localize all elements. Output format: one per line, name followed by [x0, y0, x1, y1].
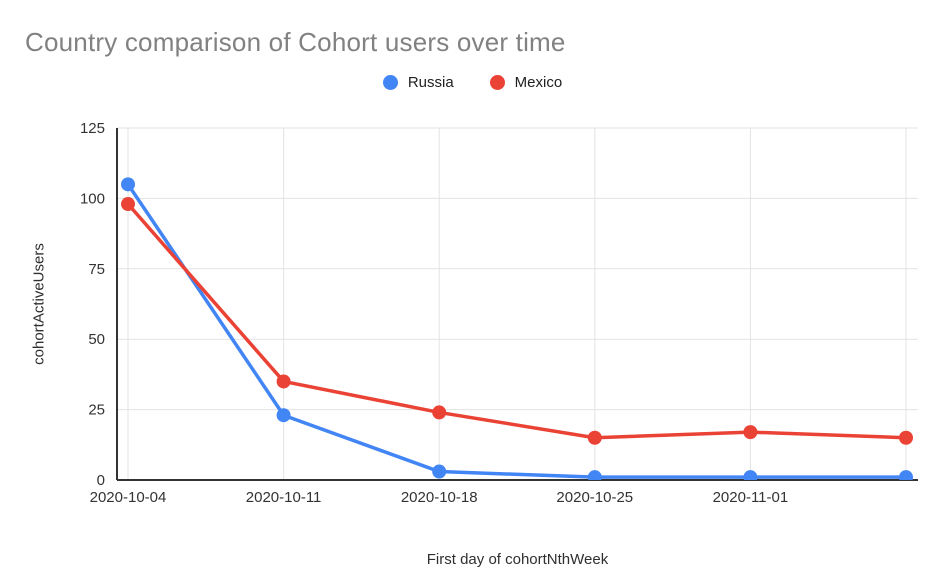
- y-tick-label: 25: [88, 402, 105, 419]
- x-tick-label: 2020-10-18: [401, 489, 478, 506]
- data-point-russia[interactable]: [276, 408, 291, 423]
- series-russia[interactable]: [121, 177, 913, 484]
- legend-label-russia: Russia: [407, 74, 454, 91]
- y-tick-label: 0: [97, 472, 105, 489]
- data-point-mexico[interactable]: [899, 430, 913, 445]
- x-tick-label: 2020-10-25: [556, 489, 633, 506]
- series-line-mexico[interactable]: [126, 202, 908, 440]
- y-tick-label: 100: [80, 190, 105, 207]
- data-point-mexico[interactable]: [743, 425, 758, 440]
- data-point-russia[interactable]: [587, 470, 602, 484]
- y-tick-label: 125: [80, 120, 105, 137]
- data-point-mexico[interactable]: [432, 405, 447, 420]
- data-point-russia[interactable]: [121, 177, 135, 192]
- legend-swatch-mexico-icon: [489, 75, 505, 90]
- legend-swatch-russia-icon: [382, 75, 398, 90]
- data-point-mexico[interactable]: [587, 430, 602, 445]
- legend-label-mexico: Mexico: [514, 74, 563, 91]
- x-tick-label: 2020-10-11: [246, 489, 322, 506]
- data-point-russia[interactable]: [899, 470, 913, 484]
- legend-item-mexico[interactable]: Mexico: [489, 74, 563, 91]
- x-tick-label: 2020-10-04: [90, 489, 167, 506]
- data-point-russia[interactable]: [743, 470, 758, 484]
- y-tick-label: 75: [88, 261, 105, 278]
- x-axis-title: First day of cohortNthWeek: [426, 551, 609, 568]
- data-point-mexico[interactable]: [276, 374, 291, 389]
- series-mexico[interactable]: [121, 197, 913, 445]
- data-point-russia[interactable]: [432, 464, 447, 479]
- y-tick-label: 50: [88, 331, 105, 348]
- legend-item-russia[interactable]: Russia: [382, 74, 454, 91]
- chart-title: Country comparison of Cohort users over …: [25, 27, 566, 57]
- y-axis-title: cohortActiveUsers: [30, 243, 48, 365]
- series-line-russia[interactable]: [126, 182, 908, 479]
- legend: Russia Mexico: [0, 74, 945, 91]
- data-point-mexico[interactable]: [121, 197, 135, 212]
- x-tick-label: 2020-11-01: [713, 489, 789, 506]
